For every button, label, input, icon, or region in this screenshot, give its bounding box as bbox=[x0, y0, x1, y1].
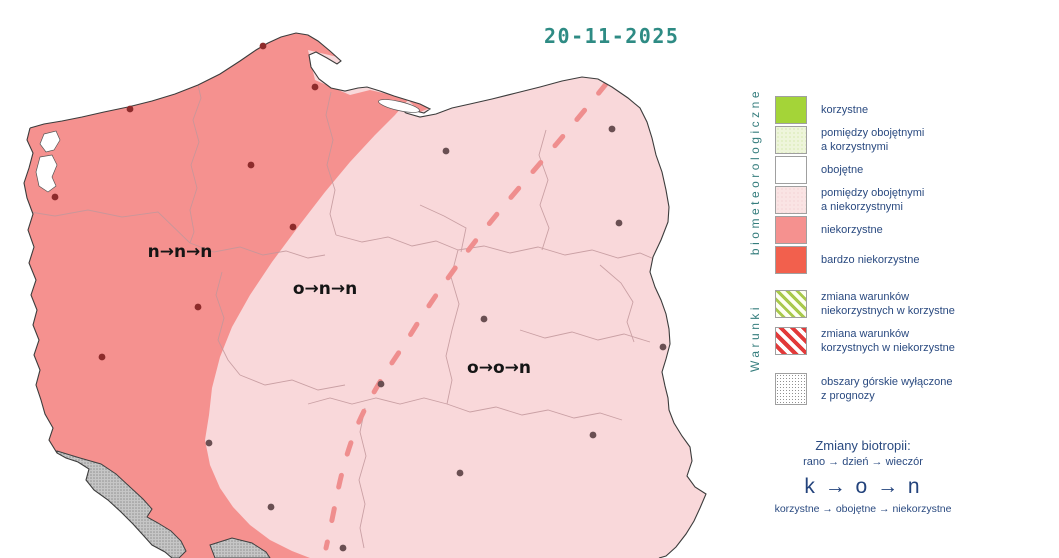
city-dot bbox=[289, 223, 297, 231]
city-dot bbox=[615, 219, 623, 227]
city-dot bbox=[659, 343, 667, 351]
legend-swatch-bardzo-niekorzystne bbox=[775, 246, 807, 274]
city-dot bbox=[247, 161, 255, 169]
forecast-boundary-dashed-line bbox=[323, 81, 609, 551]
city-dot bbox=[377, 380, 385, 388]
biotropy-title: Zmiany biotropii: bbox=[815, 438, 911, 453]
city-dot bbox=[194, 303, 202, 311]
city-dot bbox=[205, 439, 213, 447]
legend-swatch-pomiedzy-niekorzystnymi bbox=[775, 186, 807, 215]
legend-swatch-zmiana-w-niekorzystne bbox=[775, 327, 807, 356]
forecast-date: 20-11-2025 bbox=[544, 24, 680, 48]
legend-vertical-title: Warunki biometeorologiczne bbox=[747, 88, 763, 372]
legend-item-korzystne: korzystne bbox=[775, 96, 868, 124]
legend-swatch-obojetne bbox=[775, 156, 807, 184]
biotropy-times: rano → dzień → wieczór bbox=[803, 456, 923, 468]
legend-swatch-zmiana-w-korzystne bbox=[775, 290, 807, 319]
legend-item-niekorzystne: niekorzystne bbox=[775, 216, 883, 244]
country-outline bbox=[23, 32, 707, 558]
biotropy-code: k → o → n bbox=[804, 475, 922, 498]
city-dot bbox=[442, 147, 450, 155]
city-dot bbox=[589, 431, 597, 439]
legend-item-obszary-gorskie: obszary górskie wyłączone z prognozy bbox=[775, 373, 952, 405]
legend-swatch-niekorzystne bbox=[775, 216, 807, 244]
legend-swatch-pomiedzy-korzystnymi bbox=[775, 126, 807, 155]
mountain-area bbox=[209, 537, 271, 558]
legend-item-obojetne: obojętne bbox=[775, 156, 863, 184]
zone-label-nnn: n→n→n bbox=[147, 242, 213, 262]
city-dot bbox=[456, 469, 464, 477]
city-dot bbox=[126, 105, 134, 113]
city-dot bbox=[51, 193, 59, 201]
legend-swatch-obszary-gorskie bbox=[775, 373, 807, 405]
biotropy-meaning: korzystne → obojętne → niekorzystne bbox=[774, 503, 952, 515]
city-dot bbox=[259, 42, 267, 50]
legend-item-bardzo-niekorzystne: bardzo niekorzystne bbox=[775, 246, 919, 274]
legend-item-pomiedzy-korzystnymi: pomiędzy obojętnymi a korzystnymi bbox=[775, 126, 924, 155]
zone-label-onn: o→n→n bbox=[292, 279, 358, 299]
city-dot bbox=[98, 353, 106, 361]
lagoon bbox=[35, 99, 420, 193]
legend-item-pomiedzy-niekorzystnymi: pomiędzy obojętnymi a niekorzystnymi bbox=[775, 186, 924, 215]
city-dot bbox=[267, 503, 275, 511]
city-dot bbox=[311, 83, 319, 91]
legend-item-zmiana-w-korzystne: zmiana warunków niekorzystnych w korzyst… bbox=[775, 290, 955, 319]
zone-label-oon: o→o→n bbox=[467, 358, 531, 378]
city-dot bbox=[480, 315, 488, 323]
city-dot bbox=[608, 125, 616, 133]
legend-vertical-title-word2: biometeorologiczne bbox=[748, 88, 762, 256]
voivodeship-borders bbox=[24, 75, 655, 549]
biotropy-block: Zmiany biotropii: rano → dzień → wieczór… bbox=[745, 438, 981, 515]
legend-vertical-title-word1: Warunki bbox=[748, 303, 762, 372]
legend-item-zmiana-w-niekorzystne: zmiana warunków korzystnych w niekorzyst… bbox=[775, 327, 955, 356]
city-dots-group bbox=[51, 42, 667, 552]
city-dot bbox=[339, 544, 347, 552]
legend-swatch-korzystne bbox=[775, 96, 807, 124]
